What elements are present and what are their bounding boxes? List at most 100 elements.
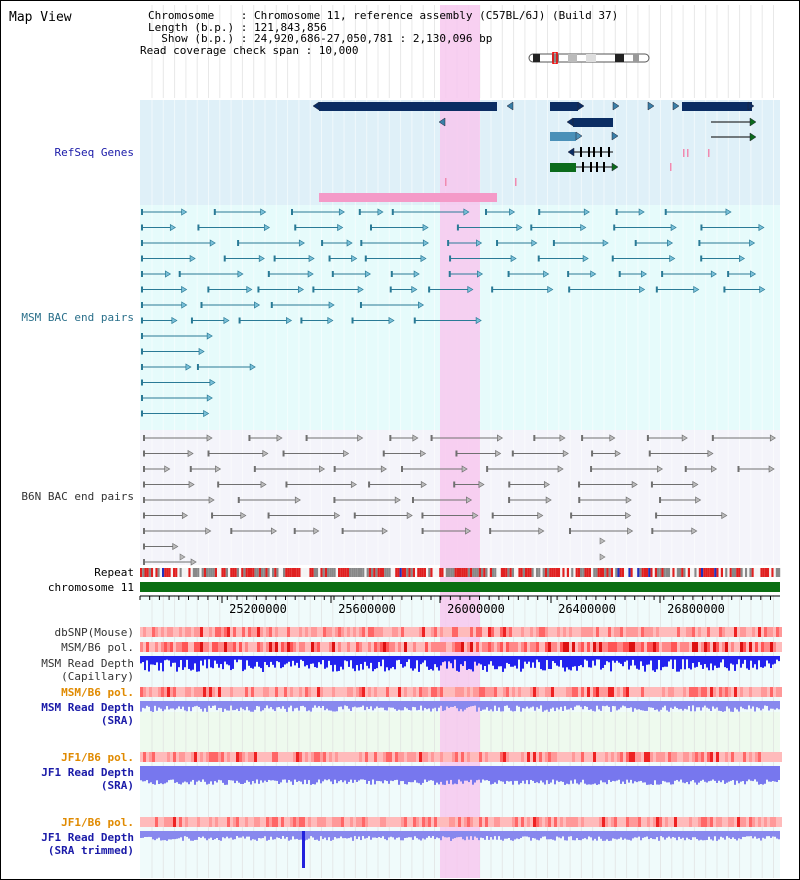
depth-bar: [678, 831, 680, 837]
label-dbsnp[interactable]: dbSNP(Mouse): [54, 626, 134, 639]
depth-bar: [602, 831, 604, 841]
heat-cell: [305, 817, 308, 827]
bac-end-arrow: [237, 270, 244, 278]
heat-cell: [194, 627, 197, 637]
heat-cell: [383, 752, 386, 762]
exon: [596, 162, 598, 172]
heat-cell: [695, 752, 698, 762]
depth-bar: [480, 701, 482, 711]
heat-cell: [704, 687, 707, 697]
depth-bar: [460, 701, 462, 710]
heat-cell: [425, 627, 428, 637]
depth-bar: [200, 701, 202, 709]
depth-bar: [302, 701, 304, 706]
depth-bar: [208, 701, 210, 706]
label-b6n-bac-end-pairs[interactable]: B6N BAC end pairs: [21, 490, 134, 503]
label-msm-bac-end-pairs[interactable]: MSM BAC end pairs: [21, 311, 134, 324]
repeat-block: [384, 568, 387, 577]
heat-cell: [521, 687, 524, 697]
bac-end-arrow: [313, 527, 320, 535]
depth-bar: [274, 701, 276, 712]
depth-bar: [220, 701, 222, 708]
pink-mark: [670, 163, 672, 171]
depth-bar: [670, 656, 672, 660]
heat-cell: [641, 752, 644, 762]
heat-cell: [185, 752, 188, 762]
heat-cell: [275, 687, 278, 697]
heat-cell: [497, 687, 500, 697]
depth-bar: [208, 766, 210, 784]
depth-bar: [530, 656, 532, 668]
heat-cell: [248, 642, 251, 652]
depth-bar: [536, 701, 538, 708]
label-jf1-read-depth-trimmed[interactable]: JF1 Read Depth (SRA trimmed): [0, 831, 134, 857]
repeat-block: [188, 568, 191, 577]
heat-cell: [374, 817, 377, 827]
depth-bar: [334, 656, 336, 665]
heat-cell: [701, 752, 704, 762]
depth-bar: [372, 766, 374, 780]
heat-cell: [578, 687, 581, 697]
heat-cell: [194, 642, 197, 652]
bac-end-arrow: [413, 270, 420, 278]
heat-cell: [206, 817, 209, 827]
depth-bar: [630, 656, 632, 666]
depth-bar: [268, 831, 270, 840]
label-msm-read-depth-sra[interactable]: MSM Read Depth (SRA): [0, 701, 134, 727]
repeat-block: [588, 568, 591, 577]
label-chromosome[interactable]: chromosome 11: [47, 581, 134, 594]
bac-end-arrow: [691, 527, 698, 535]
repeat-block: [500, 568, 503, 577]
depth-bar: [682, 656, 684, 660]
depth-bar: [172, 701, 174, 709]
depth-bar: [454, 656, 456, 660]
heat-cell: [587, 752, 590, 762]
label-jf1-b6-pol[interactable]: JF1/B6 pol.: [61, 751, 134, 764]
depth-bar: [476, 766, 478, 781]
depth-bar: [558, 831, 560, 838]
label-repeat[interactable]: Repeat: [94, 566, 134, 579]
heat-cell: [533, 627, 536, 637]
bac-end: [570, 512, 573, 519]
label-jf1-read-depth-sra[interactable]: JF1 Read Depth (SRA): [0, 766, 134, 792]
bac-end: [213, 209, 216, 215]
depth-bar: [198, 831, 200, 837]
heat-cell: [773, 687, 776, 697]
heat-cell: [620, 687, 623, 697]
depth-bar: [200, 766, 202, 782]
depth-bar: [366, 701, 368, 707]
heat-cell: [170, 687, 173, 697]
depth-bar: [170, 656, 172, 667]
depth-bar: [158, 831, 160, 838]
repeat-block: [234, 568, 237, 577]
depth-bar: [644, 656, 646, 672]
heat-cell: [374, 752, 377, 762]
depth-bar: [360, 831, 362, 841]
repeat-block: [670, 568, 673, 577]
label-msm-b6-pol-sra[interactable]: MSM/B6 pol.: [61, 686, 134, 699]
depth-bar: [604, 766, 606, 783]
label-refseq-genes[interactable]: RefSeq Genes: [54, 146, 134, 159]
heat-cell: [446, 627, 449, 637]
label-jf1-b6-pol-2[interactable]: JF1/B6 pol.: [61, 816, 134, 829]
chromosome-ideogram[interactable]: [528, 52, 652, 64]
depth-bar: [292, 766, 294, 785]
repeat-block: [764, 568, 767, 577]
bac-end: [178, 271, 181, 277]
heat-cell: [560, 752, 563, 762]
bac-end-arrow: [758, 223, 765, 232]
depth-bar: [548, 766, 550, 784]
depth-bar: [522, 701, 524, 709]
depth-bar: [260, 656, 262, 669]
heat-cell: [305, 752, 308, 762]
depth-bar: [564, 766, 566, 785]
label-msm-b6-pol[interactable]: MSM/B6 pol.: [61, 641, 134, 654]
depth-bar: [302, 656, 304, 662]
repeat-block: [628, 568, 631, 577]
heat-cell: [752, 752, 755, 762]
bac-end-arrow: [171, 316, 178, 325]
depth-bar: [194, 831, 196, 840]
label-msm-read-depth-capillary[interactable]: MSM Read Depth (Capillary): [0, 657, 134, 683]
heat-cell: [554, 687, 557, 697]
bac-end: [400, 466, 403, 472]
